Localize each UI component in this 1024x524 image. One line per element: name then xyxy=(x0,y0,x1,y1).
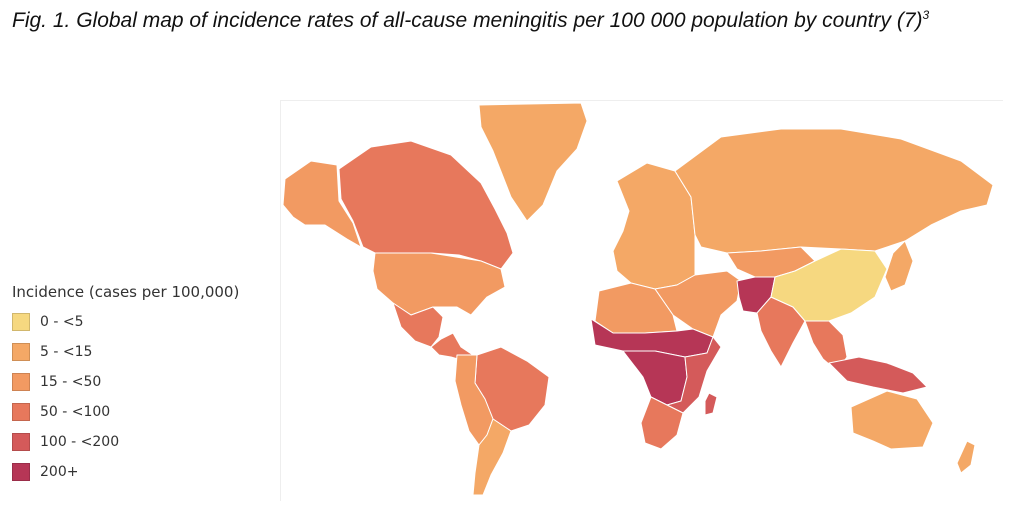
region-australia xyxy=(850,390,934,450)
legend-label: 200+ xyxy=(40,464,79,480)
legend-item: 0 - <5 xyxy=(12,307,239,337)
region-indonesia xyxy=(828,356,928,394)
region-central-africa xyxy=(622,350,688,406)
figure-caption: Fig. 1. Global map of incidence rates of… xyxy=(12,8,929,33)
region-united-states xyxy=(372,252,506,316)
legend-title: Incidence (cases per 100,000) xyxy=(12,283,240,301)
legend-item: 15 - <50 xyxy=(12,367,239,397)
region-canada xyxy=(338,140,514,270)
legend-label: 15 - <50 xyxy=(40,374,102,390)
region-greenland xyxy=(478,102,588,222)
legend-item: 200+ xyxy=(12,457,239,487)
legend-swatch xyxy=(12,403,30,421)
legend-label: 100 - <200 xyxy=(40,434,120,450)
legend-swatch xyxy=(12,433,30,451)
legend-item: 50 - <100 xyxy=(12,397,239,427)
legend-label: 5 - <15 xyxy=(40,344,93,360)
region-china xyxy=(770,248,888,322)
legend-label: 0 - <5 xyxy=(40,314,84,330)
world-map xyxy=(280,100,1003,501)
region-mexico xyxy=(392,302,444,348)
region-southern-africa xyxy=(640,396,684,450)
legend-item: 5 - <15 xyxy=(12,337,239,367)
caption-text: Fig. 1. Global map of incidence rates of… xyxy=(12,9,923,32)
region-middle-east xyxy=(654,270,742,338)
legend-swatch xyxy=(12,313,30,331)
region-alaska xyxy=(282,160,362,248)
world-map-svg xyxy=(282,102,994,496)
legend-swatch xyxy=(12,343,30,361)
region-madagascar xyxy=(704,392,718,416)
caption-footnote: 3 xyxy=(922,8,930,22)
region-southern-cone xyxy=(472,418,512,496)
region-japan xyxy=(884,240,914,292)
legend-label: 50 - <100 xyxy=(40,404,111,420)
legend: Incidence (cases per 100,000) 0 - <5 5 -… xyxy=(12,283,239,487)
region-new-zealand xyxy=(956,440,976,474)
legend-item: 100 - <200 xyxy=(12,427,239,457)
region-russia xyxy=(674,128,994,254)
legend-swatch xyxy=(12,463,30,481)
legend-swatch xyxy=(12,373,30,391)
region-east-africa xyxy=(666,336,722,414)
